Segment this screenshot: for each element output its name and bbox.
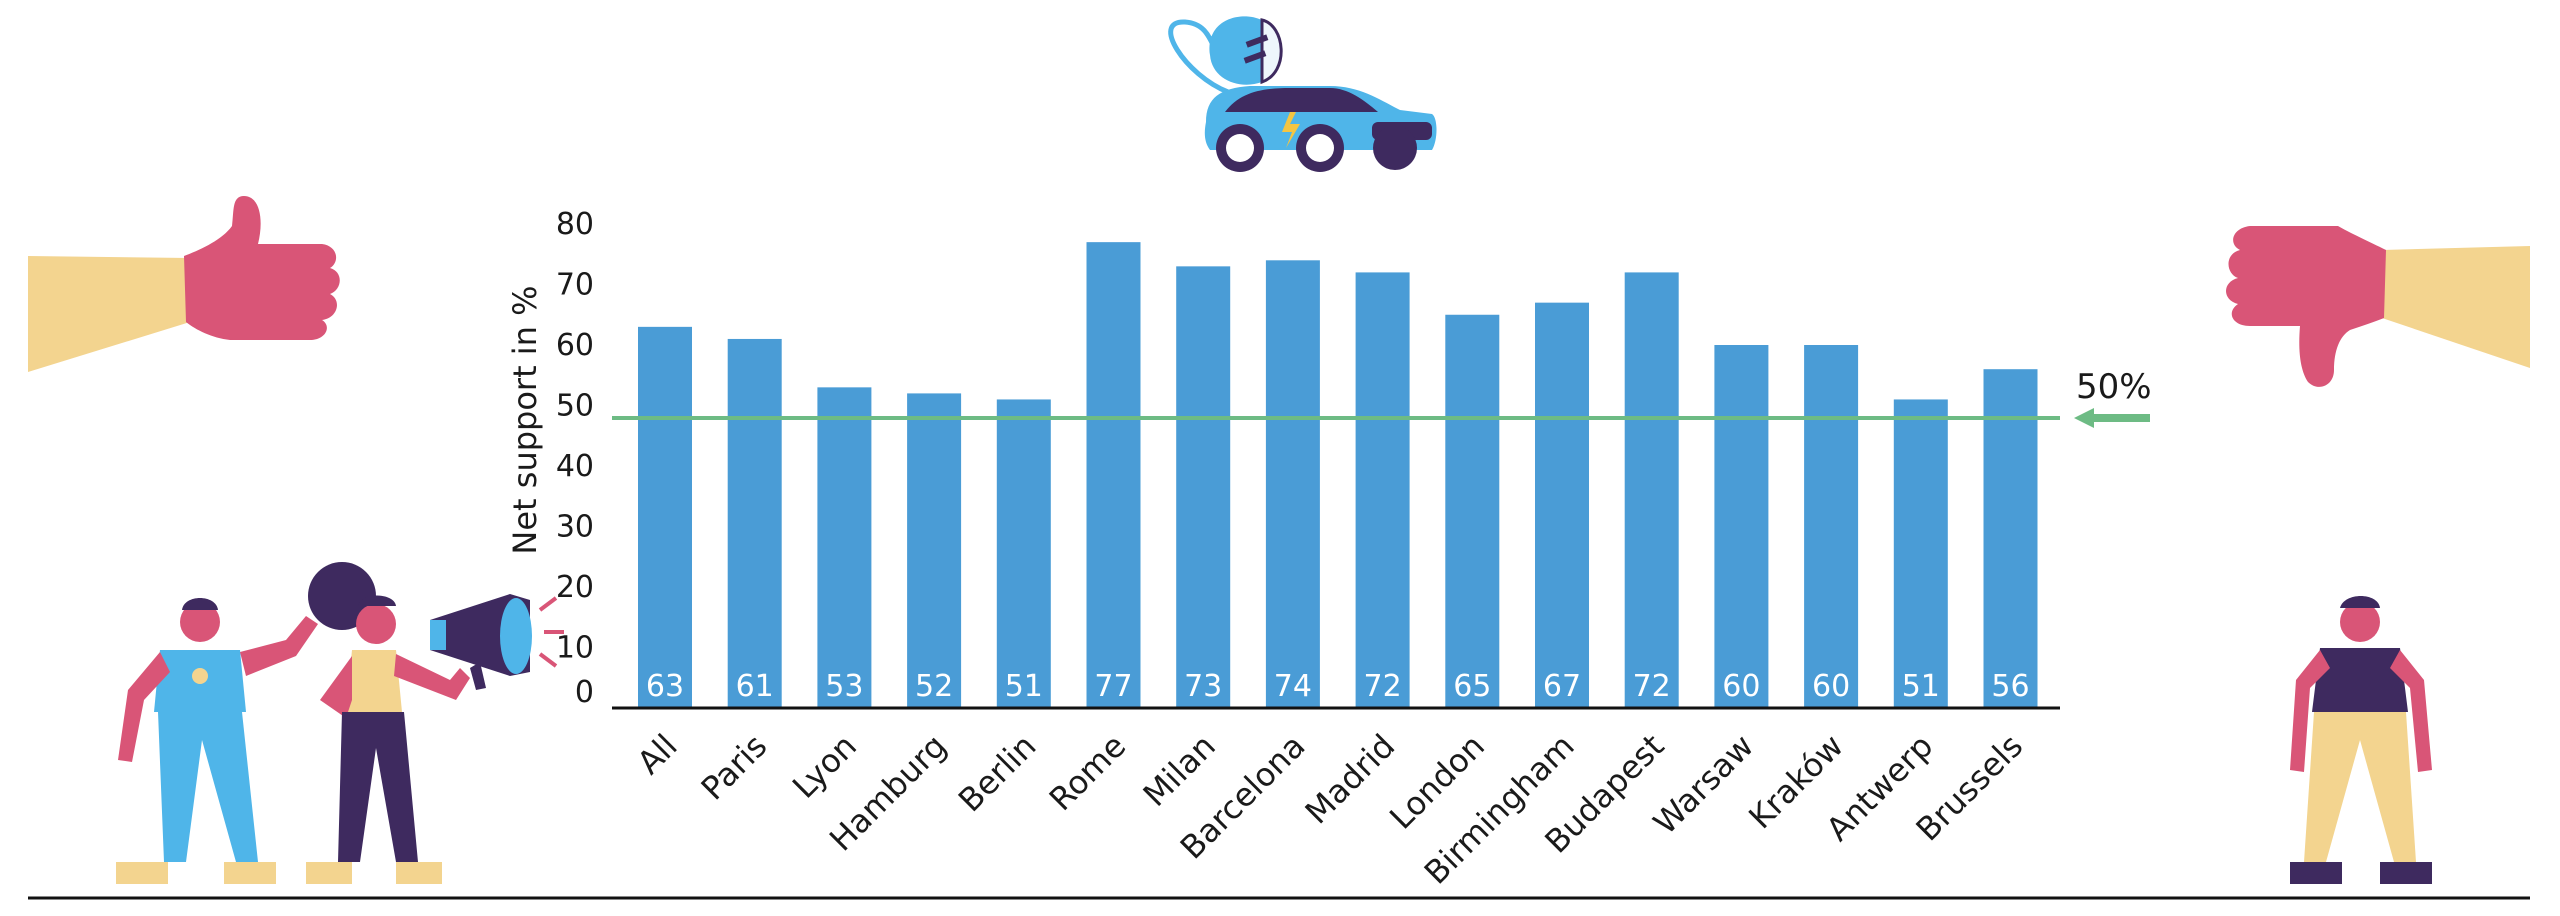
bar-value-label: 52 (915, 669, 953, 704)
bar (817, 387, 872, 708)
thumbs-up-icon (28, 196, 340, 372)
y-tick-label: 0 (575, 675, 594, 710)
bar-value-label: 65 (1453, 669, 1491, 704)
bar (907, 393, 962, 708)
bar (1893, 399, 1948, 708)
y-tick-label: 80 (556, 207, 594, 242)
person-icon (116, 598, 318, 884)
category-label: Berlin (951, 727, 1044, 820)
y-tick-label: 20 (556, 570, 594, 605)
y-tick-label: 70 (556, 268, 594, 303)
y-axis-title: Net support in % (506, 285, 544, 554)
bar-value-label: 73 (1184, 669, 1222, 704)
bar (1804, 345, 1859, 708)
bar (1265, 260, 1320, 708)
category-label: Milan (1136, 727, 1223, 814)
y-tick-label: 10 (556, 631, 594, 666)
bar-value-label: 67 (1543, 669, 1581, 704)
reference-arrow (2074, 408, 2150, 428)
bar-value-label: 60 (1722, 669, 1760, 704)
bar-value-label: 53 (825, 669, 863, 704)
megaphone-icon (430, 594, 564, 690)
bar-value-label: 72 (1364, 669, 1402, 704)
category-label: Lyon (785, 727, 864, 806)
bar-value-label: 56 (1991, 669, 2029, 704)
bar (638, 326, 692, 708)
bar-value-label: 61 (736, 669, 774, 704)
category-label: Rome (1042, 727, 1133, 818)
y-axis-ticks: 0 10 20 30 40 50 60 70 80 (556, 207, 594, 710)
category-label: Madrid (1298, 727, 1403, 832)
bar-value-label: 63 (646, 669, 684, 704)
bar (996, 399, 1051, 708)
bars (638, 242, 2038, 708)
reference-label: 50% (2076, 367, 2152, 407)
bar-value-label: 77 (1094, 669, 1132, 704)
bar (1535, 302, 1589, 708)
category-label: All (630, 727, 685, 782)
electric-car-icon (1168, 16, 1437, 172)
bar (1086, 242, 1141, 708)
bar (727, 338, 782, 708)
bar (1983, 369, 2038, 708)
y-tick-label: 60 (556, 328, 594, 363)
bar (1714, 345, 1769, 708)
bar-value-label: 74 (1274, 669, 1312, 704)
bar (1176, 266, 1231, 708)
bar (1624, 272, 1679, 708)
bar-value-label: 60 (1812, 669, 1850, 704)
bar-value-label: 51 (1005, 669, 1043, 704)
thumbs-down-icon (2226, 226, 2530, 387)
y-tick-label: 30 (556, 510, 594, 545)
person-icon (306, 562, 470, 884)
y-tick-label: 40 (556, 449, 594, 484)
category-label: Paris (694, 727, 775, 808)
bar (1355, 272, 1410, 708)
bar-value-label: 72 (1633, 669, 1671, 704)
bar-value-label: 51 (1902, 669, 1940, 704)
bar-value-labels: 63 61 53 52 51 77 73 74 72 65 67 72 60 60 51 56 (646, 669, 2030, 704)
y-tick-label: 50 (556, 389, 594, 424)
person-icon (2290, 596, 2432, 884)
bar (1445, 314, 1500, 708)
category-label: Warsaw (1646, 727, 1761, 842)
